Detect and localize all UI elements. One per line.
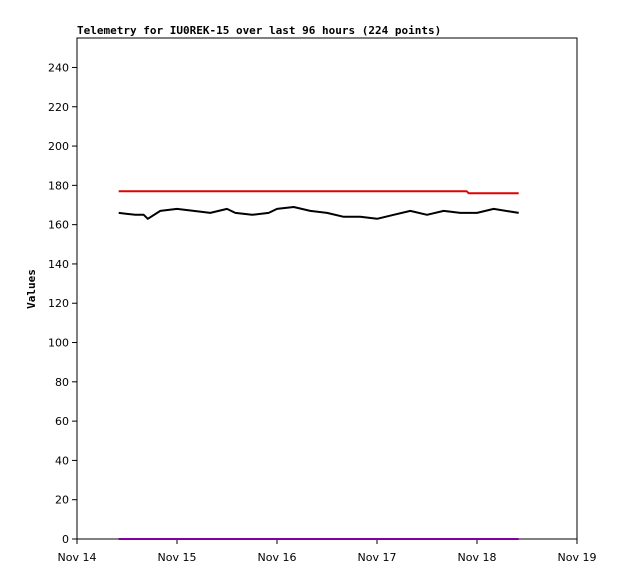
- y-tick-label: 160: [48, 219, 69, 232]
- y-tick-label: 40: [55, 454, 69, 467]
- y-tick-label: 80: [55, 376, 69, 389]
- y-tick-label: 20: [55, 494, 69, 507]
- x-tick-label: Nov 17: [358, 551, 397, 564]
- y-tick-label: 240: [48, 61, 69, 74]
- series-group: [118, 190, 519, 540]
- y-axis-label: Values: [25, 269, 38, 309]
- y-tick-label: 200: [48, 140, 69, 153]
- y-tick-label: 180: [48, 179, 69, 192]
- y-tick-label: 60: [55, 415, 69, 428]
- x-tick-label: Nov 16: [258, 551, 297, 564]
- plot-frame: [76, 37, 578, 540]
- series-line-2: [118, 206, 519, 220]
- y-axis: 0 20 40 60 80 100 120 140 160 180 200 220 240: [48, 61, 77, 546]
- y-tick-label: 100: [48, 337, 69, 350]
- x-tick-label: Nov 14: [58, 551, 97, 564]
- x-tick-label: Nov 18: [458, 551, 497, 564]
- x-tick-label: Nov 19: [558, 551, 597, 564]
- series-line-1: [118, 190, 519, 195]
- y-tick-label: 0: [62, 533, 69, 546]
- y-tick-label: 120: [48, 297, 69, 310]
- chart-title: Telemetry for IU0REK-15 over last 96 hou…: [77, 24, 441, 37]
- x-axis: Nov 14 Nov 15 Nov 16 Nov 17 Nov 18 Nov 19: [58, 539, 597, 564]
- y-tick-label: 140: [48, 258, 69, 271]
- y-tick-label: 220: [48, 101, 69, 114]
- x-tick-label: Nov 15: [158, 551, 197, 564]
